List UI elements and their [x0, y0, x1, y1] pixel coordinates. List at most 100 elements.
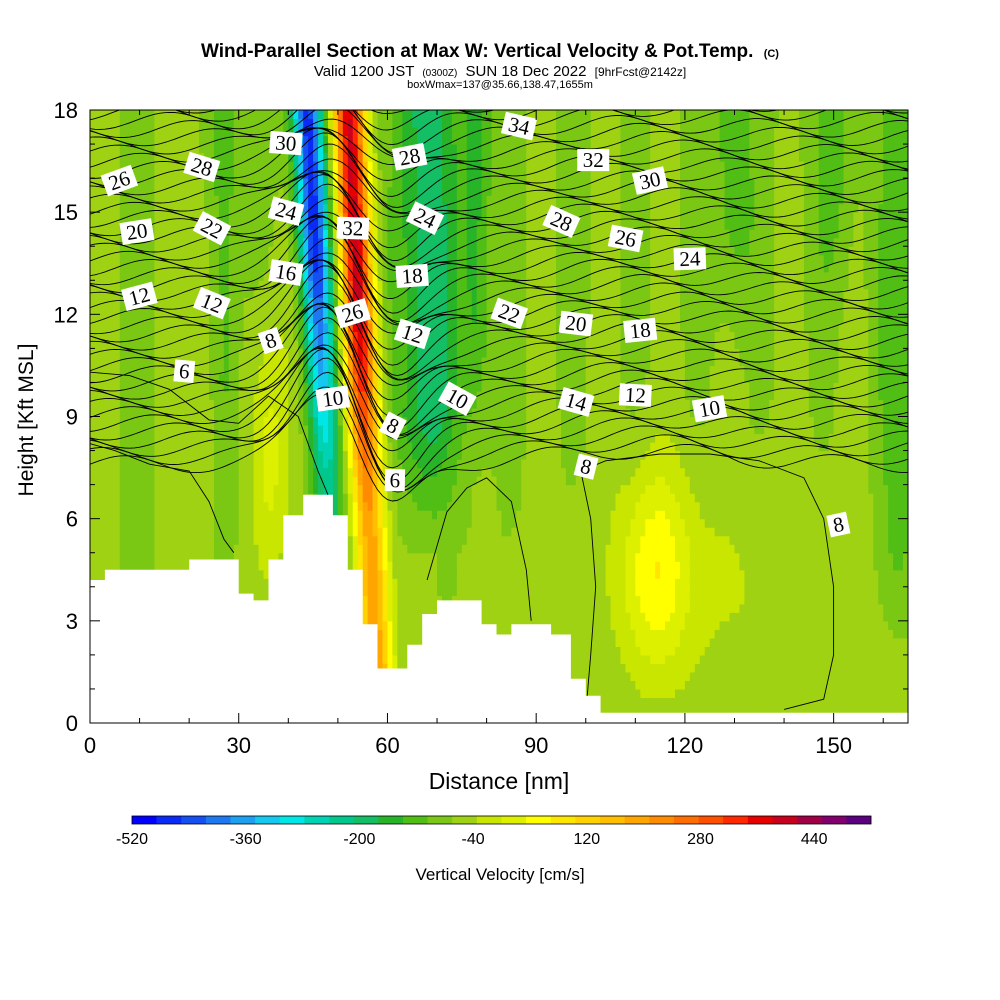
velocity-cell [427, 322, 433, 332]
velocity-cell [213, 535, 220, 545]
velocity-cell [298, 305, 304, 315]
velocity-cell [357, 212, 364, 222]
velocity-cell [347, 416, 354, 426]
velocity-cell [342, 263, 349, 273]
velocity-cell [357, 152, 364, 162]
velocity-cell [90, 527, 96, 537]
velocity-cell [332, 467, 339, 477]
velocity-cell [159, 280, 165, 290]
velocity-cell [382, 603, 389, 613]
velocity-cell [223, 476, 230, 486]
velocity-cell [90, 407, 96, 418]
velocity-cell [382, 663, 389, 673]
velocity-cell [174, 135, 180, 145]
velocity-cell [402, 348, 408, 358]
velocity-cell [164, 373, 170, 384]
velocity-cell [357, 322, 364, 332]
velocity-cell [243, 297, 250, 307]
velocity-cell [377, 620, 384, 630]
velocity-cell [253, 220, 260, 230]
velocity-cell [154, 382, 161, 392]
velocity-cell [90, 442, 96, 452]
velocity-cell [298, 450, 304, 460]
velocity-cell [402, 484, 408, 494]
velocity-cell [402, 212, 408, 222]
velocity-cell [303, 442, 309, 452]
velocity-cell [288, 246, 294, 256]
velocity-cell [337, 339, 344, 349]
velocity-cell [283, 442, 289, 452]
velocity-cell [204, 450, 210, 460]
velocity-cell [179, 110, 185, 120]
velocity-cell [417, 195, 423, 205]
velocity-cell [362, 416, 369, 426]
velocity-cell [278, 467, 284, 477]
velocity-cell [397, 390, 403, 401]
velocity-cell [323, 135, 329, 145]
velocity-cell [327, 484, 334, 494]
velocity-cell [273, 237, 279, 247]
velocity-cell [139, 416, 146, 426]
velocity-cell [199, 339, 205, 349]
velocity-cell [114, 305, 121, 315]
velocity-cell [392, 169, 398, 179]
velocity-cell [104, 348, 111, 358]
velocity-cell [179, 390, 185, 401]
velocity-cell [109, 237, 116, 247]
velocity-cell [253, 467, 260, 477]
velocity-cell [332, 212, 339, 222]
velocity-cell [377, 365, 384, 375]
velocity-cell [372, 518, 379, 528]
velocity-cell [357, 518, 364, 528]
velocity-cell [268, 501, 275, 511]
velocity-cell [263, 288, 270, 298]
velocity-cell [298, 110, 304, 120]
velocity-cell [263, 152, 270, 162]
velocity-cell [268, 356, 275, 367]
velocity-cell [293, 288, 299, 298]
velocity-cell [427, 544, 433, 554]
velocity-cell [392, 569, 398, 579]
velocity-cell [134, 382, 141, 392]
velocity-cell [253, 254, 260, 264]
velocity-cell [273, 518, 279, 528]
velocity-cell [208, 467, 215, 477]
velocity-cell [114, 297, 121, 307]
velocity-cell [184, 135, 190, 145]
velocity-cell [258, 373, 265, 384]
velocity-cell [377, 544, 384, 554]
velocity-cell [362, 382, 369, 392]
velocity-cell [159, 144, 165, 154]
velocity-cell [243, 263, 250, 273]
velocity-cell [268, 220, 275, 230]
velocity-cell [169, 195, 175, 205]
velocity-cell [213, 425, 220, 435]
velocity-cell [382, 527, 389, 537]
velocity-cell [109, 152, 116, 162]
velocity-cell [308, 288, 314, 298]
velocity-cell [313, 339, 319, 349]
velocity-cell [99, 476, 106, 486]
velocity-cell [119, 203, 126, 213]
velocity-cell [288, 450, 294, 460]
velocity-cell [347, 127, 354, 137]
velocity-cell [382, 203, 389, 213]
velocity-cell [377, 518, 384, 528]
velocity-cell [218, 450, 225, 460]
velocity-cell [114, 271, 121, 281]
velocity-cell [387, 118, 394, 128]
velocity-cell [139, 254, 146, 264]
velocity-cell [119, 373, 126, 384]
velocity-cell [179, 135, 185, 145]
velocity-cell [298, 510, 304, 520]
velocity-cell [104, 382, 111, 392]
velocity-cell [278, 399, 284, 409]
velocity-cell [144, 450, 151, 460]
velocity-cell [99, 561, 106, 571]
velocity-cell [194, 407, 200, 418]
velocity-cell [204, 476, 210, 486]
velocity-cell [337, 135, 344, 145]
velocity-cell [194, 459, 200, 469]
velocity-cell [184, 331, 190, 341]
velocity-cell [308, 382, 314, 392]
